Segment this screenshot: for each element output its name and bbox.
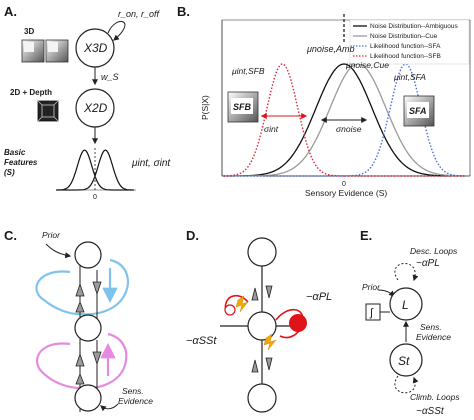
panel-label-d: D.	[186, 228, 199, 243]
d-node-bottom	[247, 383, 277, 413]
panel-e: E. Desc. Loops ~αPL Prior ∫ L Sens. Evid…	[360, 228, 460, 417]
c-sens-evidence-line2: Evidence	[118, 396, 153, 406]
e-prior: Prior	[362, 282, 381, 292]
c-blue-loop	[35, 258, 129, 316]
d-bolt-left	[235, 295, 249, 313]
basic-features-line1: Basic	[4, 148, 26, 157]
c-tri-up-4	[75, 372, 85, 385]
d-tri-2	[265, 285, 273, 299]
sfa-icon-label: SFA	[409, 106, 427, 116]
panel-a: A. 3D X3D r_on, r_off w_S 2D + Depth	[4, 4, 171, 201]
panel-label-b: B.	[177, 4, 190, 19]
e-sens-evidence-line2: Evidence	[416, 332, 451, 342]
c-tri-up-3	[75, 300, 85, 313]
c-node-2	[74, 314, 102, 342]
sfb-icon: SFB	[227, 91, 259, 123]
legend-label-1: Noise Distribution--Cue	[370, 33, 438, 40]
e-climb-loop-arrow	[394, 375, 419, 394]
series-line-3	[223, 63, 465, 177]
e-prior-arrow	[377, 289, 395, 297]
weight-label: w_S	[101, 72, 119, 82]
panel-label-a: A.	[4, 4, 17, 19]
b-x-label: Sensory Evidence (S)	[305, 188, 387, 198]
panel-b: B. P(S|X) Sensory Evidence (S) 0 Noise D…	[177, 4, 471, 198]
sigma-noise: σnoise	[336, 124, 362, 134]
c-prior-label: Prior	[42, 230, 61, 240]
c-tri-up-2	[75, 352, 85, 367]
basic-features-line2: Features	[4, 158, 38, 167]
sfb-icon-label: SFB	[233, 102, 252, 112]
panel-d: D. −αPL −αSSt	[186, 228, 332, 413]
c-sens-arrow	[100, 403, 119, 412]
b-y-label: P(S|X)	[200, 95, 210, 120]
mu-int-sfb: μint,SFB	[231, 66, 265, 76]
e-integrator: ∫	[369, 307, 374, 319]
e-climb-term: ~αSSt	[416, 406, 445, 417]
rates-label: r_on, r_off	[118, 9, 161, 19]
d-right-red-node	[289, 314, 307, 332]
node-x2d-label: X2D	[83, 101, 108, 115]
e-desc-term: ~αPL	[416, 258, 440, 269]
series-line-2	[223, 63, 465, 177]
sigma-int: σint	[264, 124, 279, 134]
c-tri-down-1	[92, 281, 102, 296]
e-node-L-label: L	[402, 298, 409, 312]
series-line-0	[223, 63, 465, 177]
node-x3d-label: X3D	[83, 41, 108, 55]
b-legend: Noise Distribution--Ambiguous Noise Distr…	[349, 19, 470, 65]
panel-label-c: C.	[4, 228, 17, 243]
c-sens-evidence-line1: Sens.	[122, 386, 144, 396]
d-left-red-node	[224, 304, 236, 316]
mu-int-sfa: μint,SFA	[393, 72, 426, 82]
e-climb-loops: Climb. Loops	[410, 392, 460, 402]
d-tri-1	[251, 287, 259, 301]
c-tri-down-2	[92, 351, 102, 366]
panel-label-e: E.	[360, 228, 372, 243]
b-curves	[223, 63, 465, 177]
box-2d-depth-label: 2D + Depth	[10, 88, 52, 97]
e-desc-loop-arrow	[394, 263, 419, 282]
e-desc-loops: Desc. Loops	[410, 246, 458, 256]
d-tri-4	[265, 357, 273, 371]
panel-c: C. Prior Sens. Evidence	[4, 228, 153, 412]
c-node-3	[74, 384, 102, 412]
basic-features-line3: (S)	[4, 168, 15, 177]
e-node-L	[389, 287, 423, 321]
legend-label-0: Noise Distribution--Ambiguous	[370, 23, 459, 30]
feature-zero: 0	[93, 194, 97, 201]
b-legend-box	[349, 19, 470, 65]
e-node-St-label: St	[398, 354, 410, 368]
c-tri-up-1	[75, 282, 85, 297]
self-loop-arrow	[107, 21, 126, 41]
c-prior-arrow	[45, 243, 72, 259]
c-node-1	[74, 241, 102, 269]
e-sens-evidence-line1: Sens.	[420, 322, 442, 332]
e-node-St	[389, 343, 423, 377]
box-3d-label: 3D	[24, 27, 34, 36]
b-zero-tick: 0	[342, 181, 346, 188]
d-bolt-right	[263, 333, 277, 351]
d-node-mid	[247, 311, 277, 341]
d-node-top	[247, 237, 277, 267]
d-tri-3	[251, 359, 259, 373]
legend-label-3: Likelihood function--SFB	[370, 53, 441, 60]
cube-3d-image	[21, 39, 69, 63]
d-left-term: −αSSt	[186, 335, 217, 347]
feature-distributions	[56, 148, 136, 191]
mu-noise-amb: μnoise,Amb	[306, 44, 354, 54]
legend-label-2: Likelihood function--SFA	[370, 43, 441, 50]
cube-2d-depth-image	[37, 100, 59, 122]
feature-params: μint, σint	[131, 158, 171, 169]
mu-noise-cue: μnoise,Cue	[345, 60, 389, 70]
d-top-term: −αPL	[306, 291, 332, 303]
sfa-icon: SFA	[403, 95, 435, 127]
